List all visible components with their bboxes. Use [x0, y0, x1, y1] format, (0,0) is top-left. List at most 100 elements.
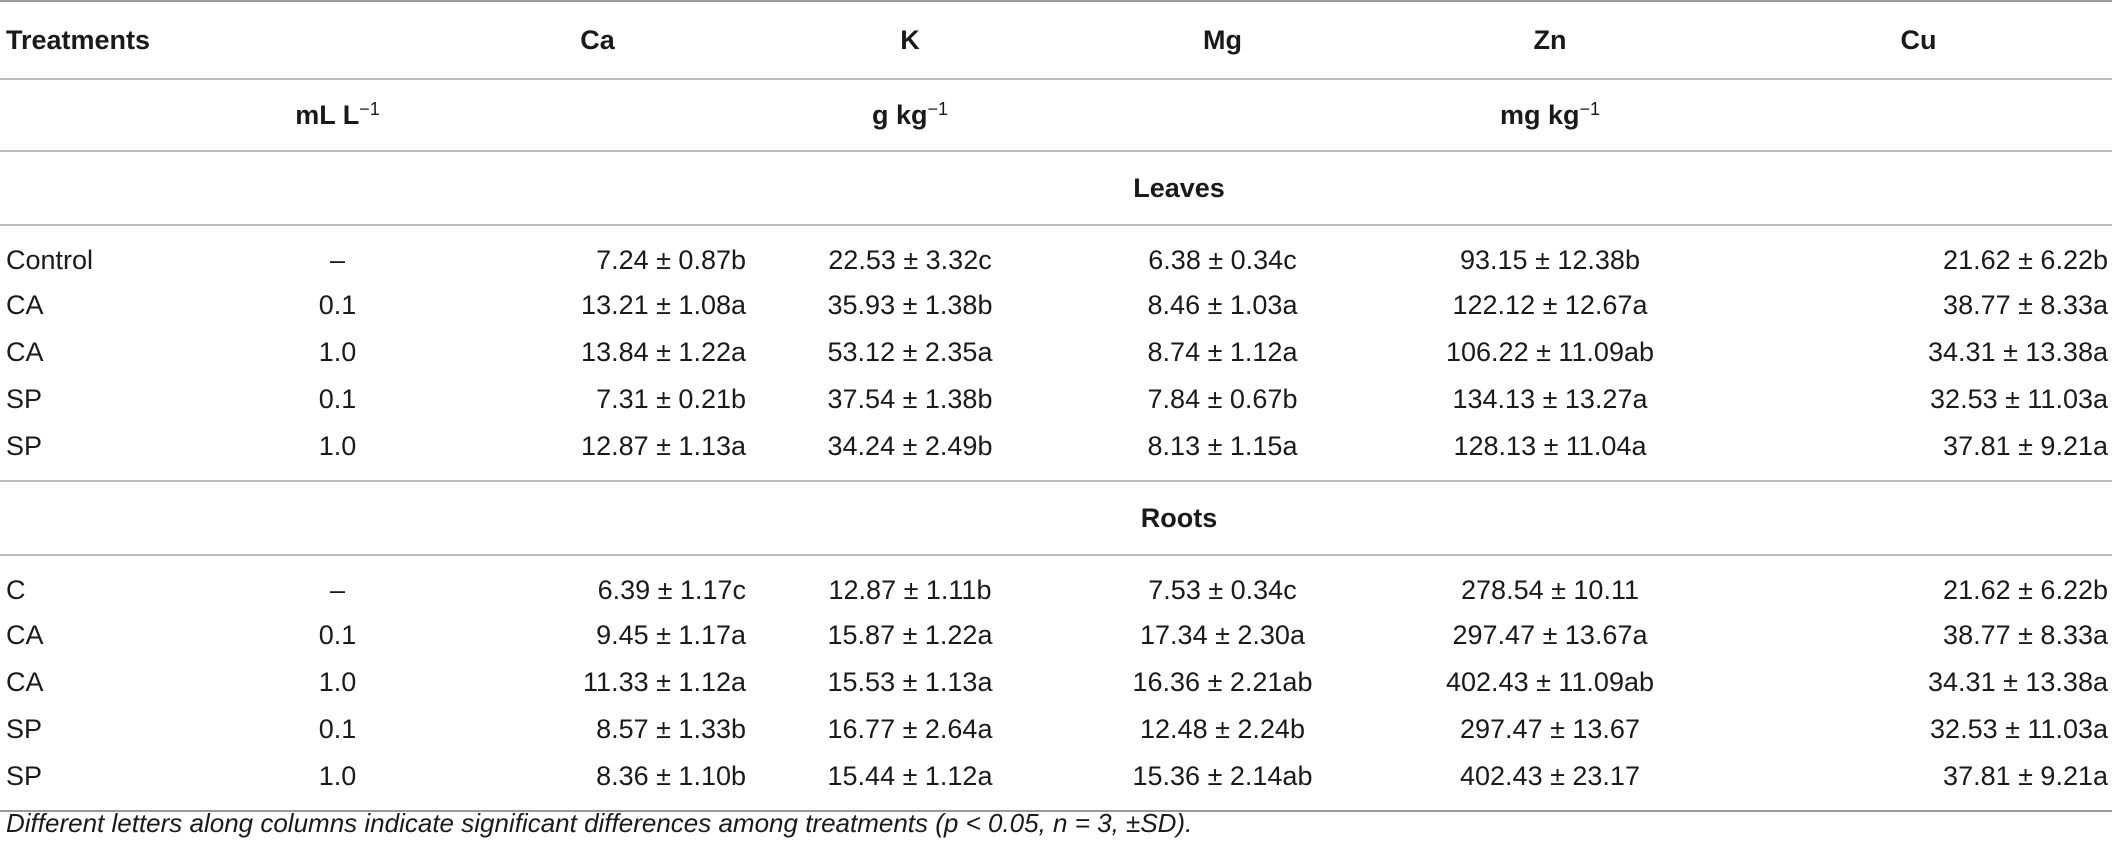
cell-treatment: CA — [6, 620, 44, 650]
cell-ca: 8.57 ± 1.33b — [596, 714, 746, 744]
cell-k: 53.12 ± 2.35a — [827, 337, 993, 367]
cell-cu: 32.53 ± 11.03a — [1930, 714, 2108, 744]
cell-treatment: SP — [0, 753, 230, 812]
units-macro-text: g kg — [871, 100, 928, 130]
cell-k: 22.53 ± 3.32c — [828, 244, 992, 275]
cell-k: 35.93 ± 1.38b — [827, 290, 993, 320]
cell-dose: 0.1 — [318, 290, 357, 320]
cell-zn: 122.12 ± 12.67a — [1452, 290, 1648, 320]
header-dose-empty — [230, 0, 445, 80]
cell-cu: 38.77 ± 8.33a — [1943, 290, 2108, 320]
cell-zn: 128.13 ± 11.04a — [1453, 431, 1647, 461]
cell-cu: 32.53 ± 11.03a — [1930, 384, 2108, 414]
nutrient-table: Treatments Ca K Mg Zn Cu mL L−1 g kg−1 m… — [0, 0, 2112, 812]
cell-ca: 8.36 ± 1.10b — [445, 753, 750, 812]
cell-cu: 21.62 ± 6.22b — [1943, 574, 2108, 605]
cell-k: 15.87 ± 1.22a — [827, 620, 993, 650]
cell-k: 34.24 ± 2.49b — [827, 431, 993, 461]
cell-zn: 106.22 ± 11.09ab — [1446, 337, 1654, 367]
cell-mg: 8.13 ± 1.15a — [1147, 431, 1298, 461]
units-row: mL L−1 g kg−1 mg kg−1 — [0, 79, 2112, 152]
table-row: CA 0.1 9.45 ± 1.17a 15.87 ± 1.22a 17.34 ± 2.… — [0, 612, 2112, 659]
cell-k: 37.54 ± 1.38b — [827, 384, 993, 414]
table-footnote: Different letters along columns indicate… — [6, 808, 1193, 838]
cell-treatment: CA — [6, 337, 44, 367]
units-micro-sup: −1 — [1579, 99, 1601, 119]
cell-mg: 16.36 ± 2.21ab — [1132, 667, 1313, 697]
cell-mg: 12.48 ± 2.24b — [1140, 714, 1305, 744]
header-ca: Ca — [445, 0, 750, 80]
cell-ca: 13.21 ± 1.08a — [581, 290, 746, 320]
cell-dose: – — [329, 244, 346, 275]
cell-treatment: SP — [6, 714, 43, 744]
cell-mg: 17.34 ± 2.30a — [1140, 620, 1305, 650]
cell-ca: 13.84 ± 1.22a — [581, 337, 746, 367]
units-empty-2 — [445, 79, 750, 152]
cell-ca: 12.87 ± 1.13a — [581, 431, 746, 461]
cell-cu: 21.62 ± 6.22b — [1943, 244, 2108, 275]
cell-treatment: SP — [6, 431, 43, 461]
cell-cu: 38.77 ± 8.33a — [1943, 620, 2108, 650]
cell-k: 16.77 ± 2.64a — [827, 714, 993, 744]
table-body: Leaves Control – 7.24 ± 0.87b 22.53 ± 3.32c 6… — [0, 151, 2112, 812]
cell-k: 15.44 ± 1.12a — [750, 753, 1070, 812]
section-row-leaves: Leaves — [0, 151, 2112, 226]
cell-dose: – — [329, 574, 346, 605]
cell-zn: 297.47 ± 13.67 — [1460, 714, 1640, 744]
cell-mg: 7.53 ± 0.34c — [1148, 574, 1297, 605]
cell-cu: 34.31 ± 13.38a — [1928, 337, 2108, 367]
table-row: SP 0.1 7.31 ± 0.21b 37.54 ± 1.38b 7.84 ± 0.6… — [0, 376, 2112, 423]
cell-zn: 278.54 ± 10.11 — [1461, 574, 1639, 605]
units-macro-sup: −1 — [927, 99, 949, 119]
cell-cu: 34.31 ± 13.38a — [1928, 667, 2108, 697]
units-micro-text: mg kg — [1499, 100, 1580, 130]
units-treatment-text: mL L — [295, 100, 360, 130]
table-row: Control – 7.24 ± 0.87b 22.53 ± 3.32c 6.38 ± … — [0, 225, 2112, 282]
section-title: Leaves — [0, 151, 2112, 226]
cell-zn: 402.43 ± 11.09ab — [1446, 667, 1654, 697]
cell-mg: 15.36 ± 2.14ab — [1070, 753, 1375, 812]
units-treatment: mL L−1 — [230, 79, 445, 152]
units-macro: g kg−1 — [750, 79, 1070, 152]
header-k: K — [750, 0, 1070, 80]
units-empty-4 — [1070, 79, 1375, 152]
header-mg: Mg — [1070, 0, 1375, 80]
cell-cu: 37.81 ± 9.21a — [1943, 431, 2108, 461]
cell-ca: 6.39 ± 1.17c — [597, 574, 746, 605]
section-row-roots: Roots — [0, 480, 2112, 556]
cell-zn: 93.15 ± 12.38b — [1460, 244, 1640, 275]
cell-ca: 7.31 ± 0.21b — [596, 384, 746, 414]
cell-dose: 1.0 — [318, 431, 357, 461]
cell-mg: 8.46 ± 1.03a — [1147, 290, 1298, 320]
table-row: CA 1.0 13.84 ± 1.22a 53.12 ± 2.35a 8.74 ± 1.… — [0, 329, 2112, 376]
units-empty-0 — [0, 79, 230, 152]
cell-treatment: CA — [6, 667, 44, 697]
units-treatment-sup: −1 — [359, 99, 380, 119]
units-empty-6 — [1725, 79, 2112, 152]
cell-treatment: SP — [6, 384, 43, 414]
cell-mg: 7.84 ± 0.67b — [1147, 384, 1298, 414]
table-row: CA 1.0 11.33 ± 1.12a 15.53 ± 1.13a 16.36 ± 2… — [0, 659, 2112, 706]
cell-treatment: C — [6, 574, 26, 605]
cell-cu: 37.81 ± 9.21a — [1725, 753, 2112, 812]
table-row: SP 0.1 8.57 ± 1.33b 16.77 ± 2.64a 12.48 ± 2.… — [0, 706, 2112, 753]
cell-ca: 7.24 ± 0.87b — [596, 244, 746, 275]
cell-mg: 6.38 ± 0.34c — [1148, 244, 1297, 275]
header-row: Treatments Ca K Mg Zn Cu — [0, 0, 2112, 80]
cell-dose: 1.0 — [318, 667, 357, 697]
cell-k: 12.87 ± 1.11b — [828, 574, 992, 605]
header-cu: Cu — [1725, 0, 2112, 80]
cell-zn: 297.47 ± 13.67a — [1452, 620, 1648, 650]
table-row: CA 0.1 13.21 ± 1.08a 35.93 ± 1.38b 8.46 ± 1.… — [0, 282, 2112, 329]
cell-dose: 0.1 — [318, 384, 357, 414]
units-micro: mg kg−1 — [1375, 79, 1725, 152]
header-zn: Zn — [1375, 0, 1725, 80]
cell-dose: 0.1 — [318, 714, 357, 744]
header-treatments: Treatments — [0, 0, 230, 80]
cell-zn: 402.43 ± 23.17 — [1375, 753, 1725, 812]
cell-k: 15.53 ± 1.13a — [827, 667, 993, 697]
cell-dose: 1.0 — [230, 753, 445, 812]
cell-ca: 11.33 ± 1.12a — [583, 667, 746, 697]
cell-ca: 9.45 ± 1.17a — [596, 620, 746, 650]
